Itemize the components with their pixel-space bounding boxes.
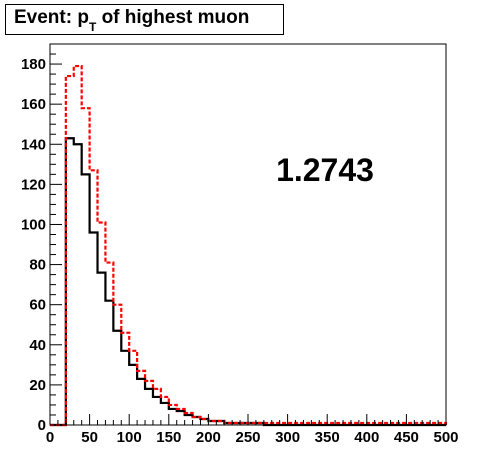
value-annotation: 1.2743 [276,152,374,188]
x-tick-label: 50 [81,429,98,446]
x-tick-label: 200 [196,429,221,446]
y-tick-label: 80 [29,257,46,274]
x-tick-label: 100 [117,429,142,446]
y-tick-label: 20 [29,377,46,394]
chart-title: Event: pT of highest muon [5,4,284,35]
series-layer [50,64,448,427]
x-tick-label: 150 [156,429,181,446]
y-tick-label: 100 [21,216,46,233]
y-tick-label: 120 [21,176,46,193]
histogram-series-2 [50,64,448,427]
x-tick-label: 0 [46,429,54,446]
title-prefix: Event: p [14,7,89,28]
x-tick-label: 300 [275,429,300,446]
y-tick-label: 160 [21,96,46,113]
y-tick-label: 140 [21,136,46,153]
title-subscript: T [88,20,97,34]
y-tick-label: 40 [29,337,46,354]
histogram-series-1 [50,137,446,427]
x-tick-label: 350 [315,429,340,446]
y-tick-label: 60 [29,297,46,314]
x-tick-label: 500 [433,429,458,446]
x-tick-label: 400 [354,429,379,446]
plot-frame [49,43,447,426]
x-tick-label: 450 [394,429,419,446]
axis-layer: 0 50 100 150 200 250 300 350 400 450 500 0 20 40 60 80 1… [21,43,459,446]
y-tick-label: 180 [21,56,46,73]
x-tick-label: 250 [235,429,260,446]
y-tick-label: 0 [38,417,46,434]
title-suffix: of highest muon [96,7,250,28]
